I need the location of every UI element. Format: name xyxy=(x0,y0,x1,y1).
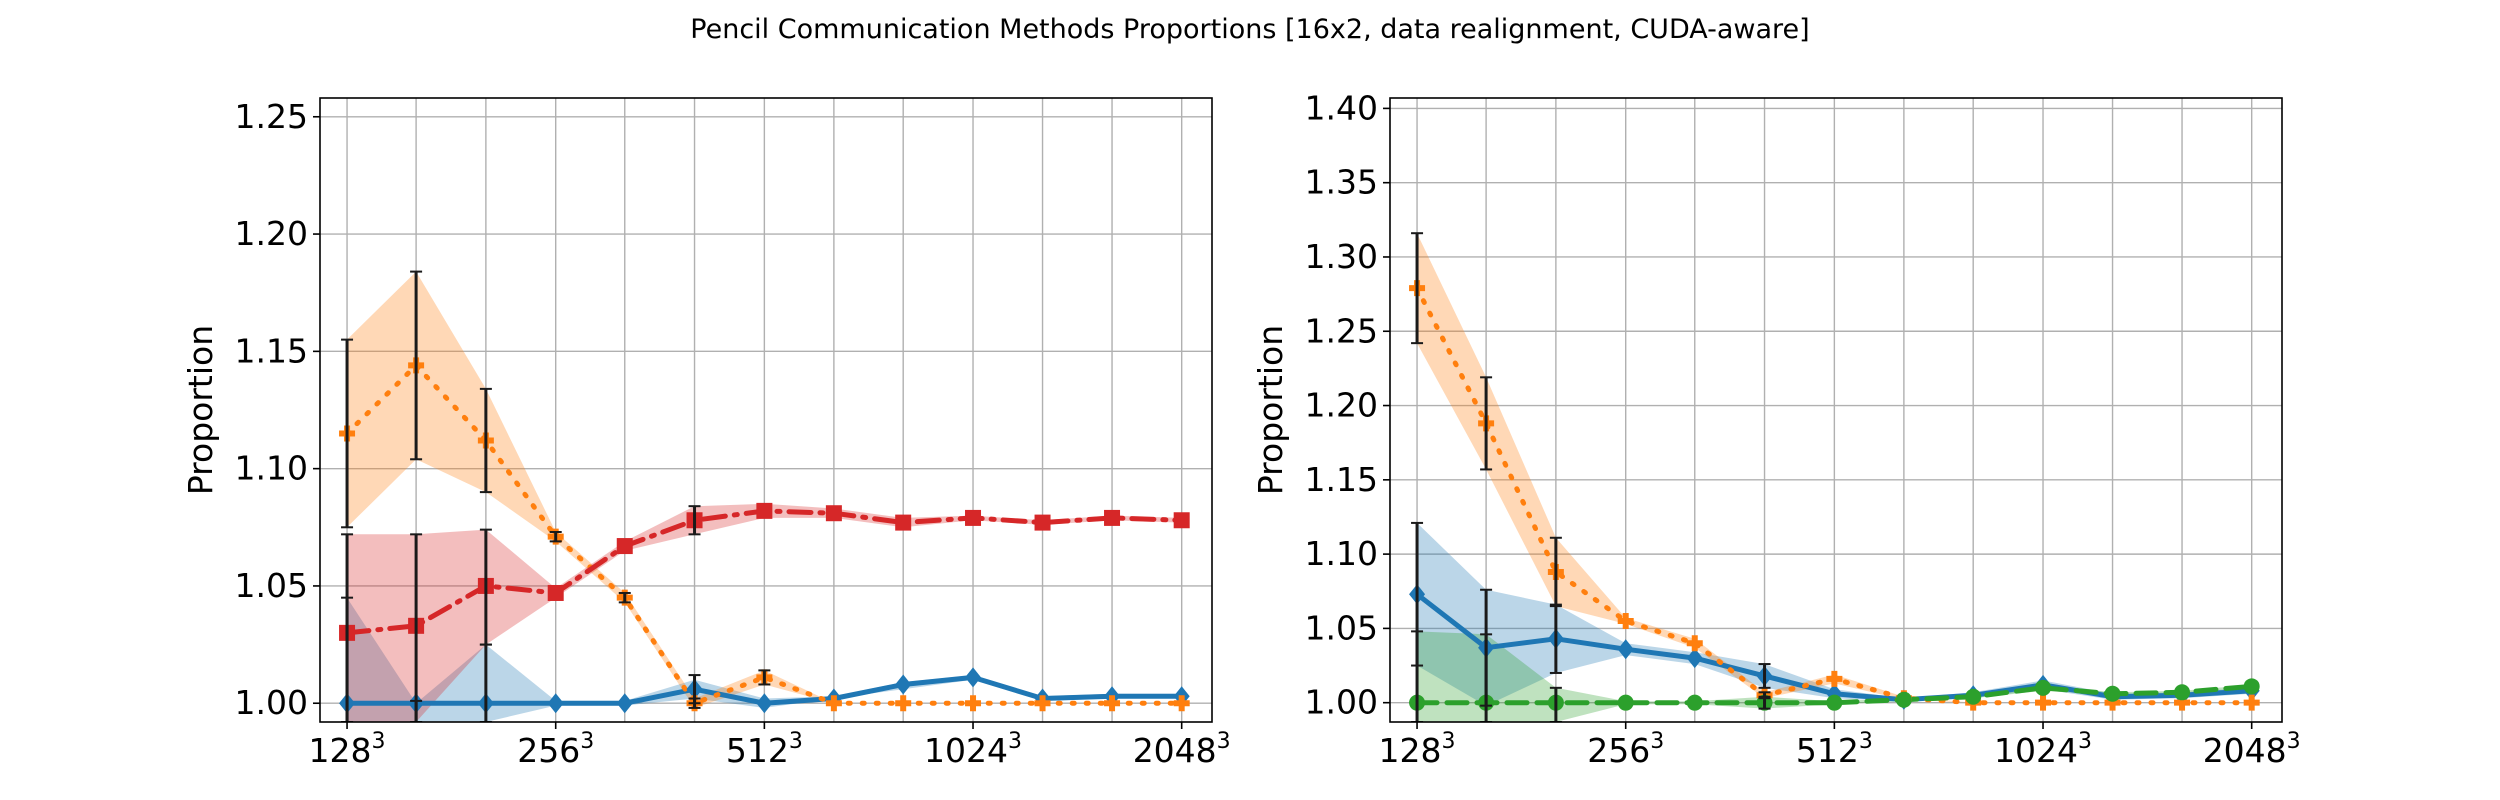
error-bar xyxy=(688,505,701,536)
data-point xyxy=(1034,514,1051,531)
plot-frame xyxy=(1389,97,2283,723)
data-point xyxy=(1686,635,1703,652)
y-tick-label: 1.20 xyxy=(235,214,308,253)
right-chart: 1.00 1.05 1.10 1.15 1.20 1.25 1.30 1.35 1.40 1283… xyxy=(1251,88,2301,770)
data-point xyxy=(756,693,773,714)
plot-frame xyxy=(319,97,1213,723)
y-tick-label: 1.05 xyxy=(235,566,308,605)
data-point xyxy=(2104,685,2121,702)
data-point xyxy=(1826,670,1843,687)
data-point xyxy=(1617,612,1634,629)
series-band xyxy=(347,503,1182,722)
error-bar xyxy=(341,338,354,529)
y-tick-label: 1.40 xyxy=(1305,88,1378,127)
data-point xyxy=(756,502,773,519)
error-bar xyxy=(1480,376,1493,471)
y-tick-label: 1.35 xyxy=(1305,163,1378,202)
x-tick-label: 20483 xyxy=(2203,729,2301,770)
data-point xyxy=(616,538,633,555)
data-point xyxy=(2243,678,2260,695)
error-bar xyxy=(688,697,701,709)
data-point xyxy=(1686,648,1703,669)
figure-title: Pencil Communication Methods Proportions… xyxy=(690,14,1809,45)
data-point xyxy=(1173,512,1190,529)
error-bar xyxy=(479,387,492,494)
y-tick-label: 1.20 xyxy=(1305,386,1378,425)
error-bar xyxy=(1411,232,1424,345)
x-tick-label: 10243 xyxy=(924,729,1022,770)
data-point xyxy=(2035,694,2052,711)
data-point xyxy=(1104,695,1121,712)
data-point xyxy=(895,695,912,712)
error-bar xyxy=(1411,630,1424,722)
data-point xyxy=(1617,639,1634,660)
x-tick-label: 2563 xyxy=(1587,729,1664,770)
data-point xyxy=(895,514,912,531)
error-bar xyxy=(758,669,771,686)
x-tick-label: 5123 xyxy=(726,729,803,770)
y-tick-label: 1.00 xyxy=(235,683,308,722)
y-axis-label: Proportion xyxy=(181,325,220,495)
data-point xyxy=(1686,694,1703,711)
data-point xyxy=(2243,694,2260,711)
y-tick-label: 1.10 xyxy=(1305,534,1378,573)
error-bar xyxy=(1549,686,1562,722)
error-bar xyxy=(1758,663,1771,689)
y-tick-label: 1.30 xyxy=(1305,237,1378,276)
x-tick-label: 10243 xyxy=(1994,729,2092,770)
data-point xyxy=(2104,694,2121,711)
data-point xyxy=(965,509,982,526)
error-bar xyxy=(410,270,423,461)
data-point xyxy=(965,667,982,688)
error-bar xyxy=(479,528,492,646)
data-point xyxy=(1826,694,1843,711)
y-tick-label: 1.05 xyxy=(1305,608,1378,647)
data-point xyxy=(1965,688,1982,705)
x-tick-label: 5123 xyxy=(1796,729,1873,770)
error-bar xyxy=(341,533,354,722)
data-point xyxy=(547,693,564,714)
data-point xyxy=(825,695,842,712)
data-point xyxy=(2035,679,2052,696)
x-tick-label: 1283 xyxy=(309,729,386,770)
plot-area xyxy=(1409,232,2260,722)
data-point xyxy=(1104,509,1121,526)
series-band xyxy=(347,597,1182,722)
y-tick-label: 1.25 xyxy=(235,97,308,136)
error-bar xyxy=(1758,695,1771,710)
y-axis-label: Proportion xyxy=(1251,325,1290,495)
error-bar xyxy=(1549,536,1562,608)
series-band xyxy=(1417,522,2252,706)
data-point xyxy=(1617,694,1634,711)
x-tick-label: 2563 xyxy=(517,729,594,770)
x-tick-label: 20483 xyxy=(1133,729,1231,770)
y-tick-label: 1.15 xyxy=(1305,460,1378,499)
error-bar xyxy=(410,533,423,722)
data-point xyxy=(1895,691,1912,708)
gridlines xyxy=(1390,98,2282,722)
data-point xyxy=(616,693,633,714)
y-tick-label: 1.25 xyxy=(1305,311,1378,350)
data-point xyxy=(895,674,912,695)
data-point xyxy=(547,584,564,601)
plot-area xyxy=(339,270,1190,722)
error-bar xyxy=(618,591,631,604)
error-bar xyxy=(549,530,562,543)
data-point xyxy=(2174,684,2191,701)
data-point xyxy=(1173,695,1190,712)
x-tick-label: 1283 xyxy=(1379,729,1456,770)
error-bar xyxy=(1480,633,1493,722)
y-tick-label: 1.10 xyxy=(235,449,308,488)
data-point xyxy=(825,505,842,522)
data-point xyxy=(1034,695,1051,712)
series-band xyxy=(347,271,1182,708)
y-tick-label: 1.15 xyxy=(235,331,308,370)
y-tick-label: 1.00 xyxy=(1305,683,1378,722)
data-point xyxy=(2174,694,2191,711)
data-point xyxy=(965,695,982,712)
left-chart: 1.00 1.05 1.10 1.15 1.20 1.25 1283 2563 5123 1024… xyxy=(181,97,1231,770)
